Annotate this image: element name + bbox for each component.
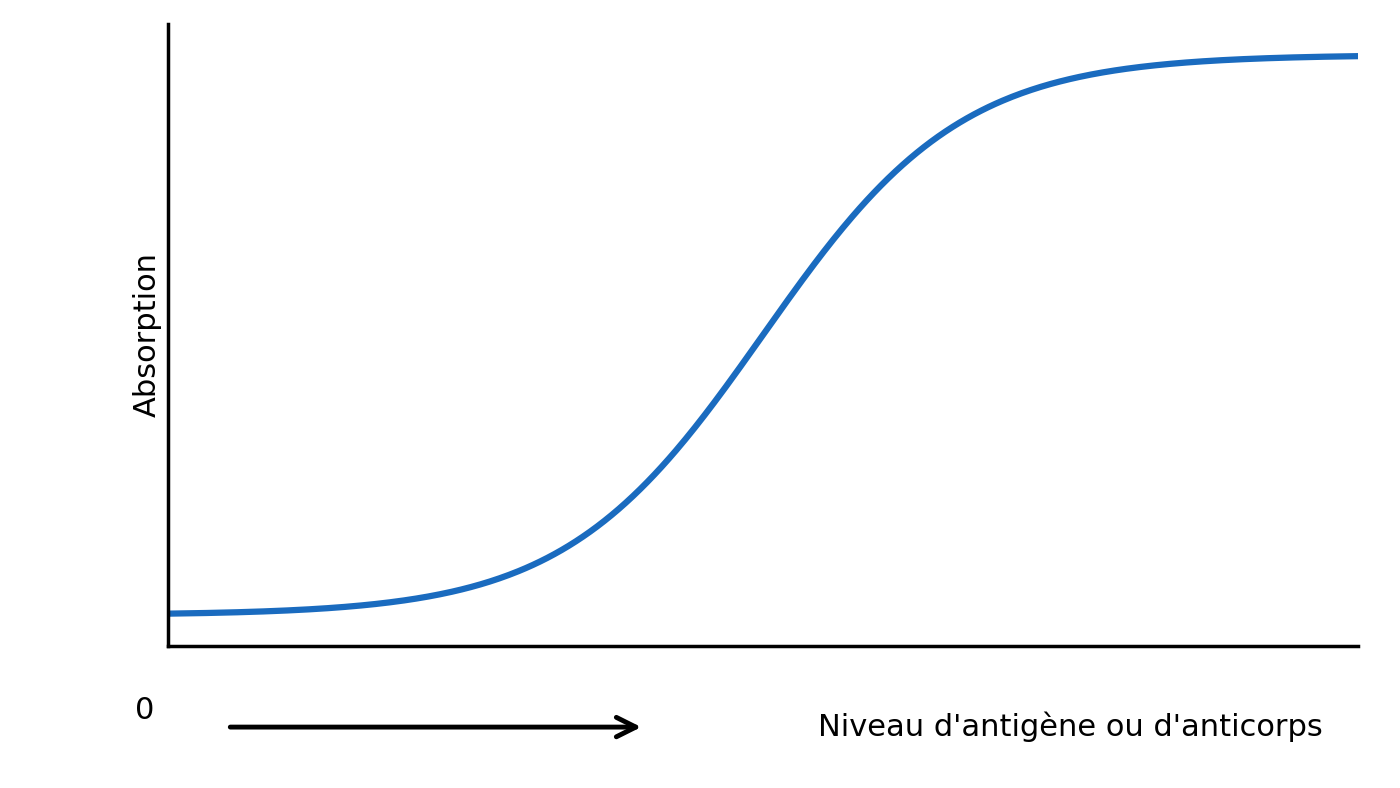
Y-axis label: Absorption: Absorption: [133, 252, 161, 418]
Text: Niveau d'antigène ou d'anticorps: Niveau d'antigène ou d'anticorps: [818, 712, 1322, 742]
Text: 0: 0: [134, 696, 154, 725]
